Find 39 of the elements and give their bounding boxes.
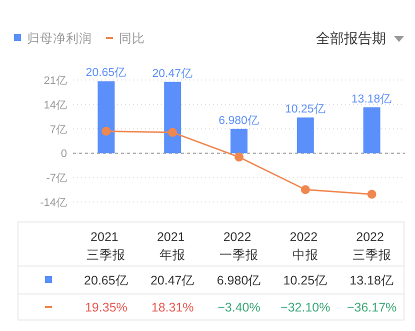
data-label: 20.47亿 [150, 274, 195, 288]
legend-label: 归母净利润 [27, 32, 92, 46]
data-label: 10.25亿 [283, 274, 328, 288]
point [168, 128, 178, 137]
bar [164, 82, 182, 154]
point [102, 126, 111, 136]
y-tick-label: -7亿 [46, 172, 67, 185]
x-tick-label: 2022 中报 [290, 230, 322, 262]
point [367, 190, 376, 199]
bar [296, 117, 314, 154]
data-label: 19.35% [84, 300, 128, 314]
point [234, 152, 244, 162]
bar [230, 128, 248, 154]
y-tick-label: -14亿 [40, 197, 67, 209]
text: 全部报告期 [316, 30, 386, 46]
text: 20.47亿 [152, 68, 193, 80]
data-label: −36.17% [346, 300, 397, 314]
x-tick-label: 2022 一季报 [220, 230, 258, 262]
y-tick-label: 21亿 [44, 75, 67, 87]
y-tick-label: 14亿 [44, 99, 67, 112]
x-tick-label: 2021 年报 [156, 230, 188, 262]
bar [98, 81, 115, 154]
text: 13.18亿 [351, 93, 392, 106]
y-tick-label: 7亿 [50, 124, 67, 136]
y-tick-label: 0 [60, 148, 67, 160]
data-label: 18.31% [151, 300, 194, 314]
data-label: 6.980亿 [216, 274, 262, 288]
text: 20.65亿 [86, 67, 127, 80]
bar [363, 107, 380, 154]
data-label: −3.40% [218, 300, 260, 314]
x-tick-label: 2021 三季报 [86, 230, 126, 262]
data-label: 20.65亿 [84, 274, 128, 288]
point [300, 185, 310, 194]
data-label: 13.18亿 [350, 274, 394, 288]
text: 6.980亿 [218, 114, 260, 127]
legend-label: 同比 [119, 32, 145, 46]
x-tick-label: 2022 三季报 [352, 230, 392, 262]
text: 10.25亿 [285, 103, 326, 116]
data-label: −32.10% [280, 300, 330, 314]
